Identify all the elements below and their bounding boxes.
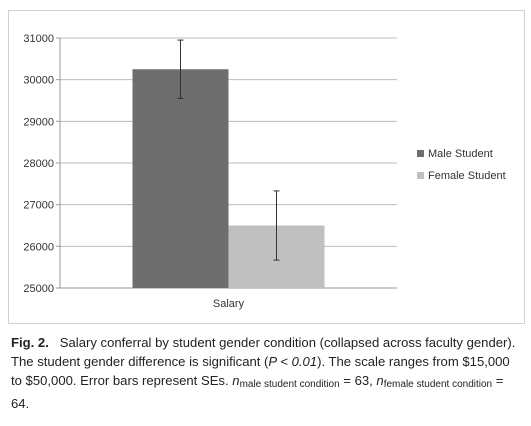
y-tick-label: 25000: [23, 283, 54, 295]
n-symbol-male: n: [232, 373, 240, 388]
legend-swatch: [417, 172, 424, 179]
n-female-subscript: female student condition: [383, 379, 493, 390]
y-tick-label: 27000: [23, 200, 54, 212]
legend-swatch: [417, 150, 424, 157]
y-tick-label: 30000: [23, 75, 54, 87]
bar-chart: 25000 26000 27000 28000 29000 30000 31000 Salar…: [23, 33, 506, 310]
chart-frame: 25000 26000 27000 28000 29000 30000 31000 Salar…: [8, 10, 525, 324]
y-tick-label: 26000: [23, 241, 54, 253]
legend-label: Male Student: [428, 148, 493, 160]
x-category-label: Salary: [213, 298, 245, 310]
n-male-subscript: male student condition: [239, 379, 340, 390]
y-tick-label: 28000: [23, 158, 54, 170]
y-tick-label: 29000: [23, 116, 54, 128]
caption-stat: P < 0.01: [268, 354, 318, 369]
caption-label: Fig. 2.: [11, 335, 49, 350]
y-tick-label: 31000: [23, 33, 54, 45]
caption-text-2: ). The scale ranges from $15,000 to $50,…: [11, 354, 510, 388]
n-symbol-female: n: [376, 373, 384, 388]
legend-label: Female Student: [428, 170, 506, 182]
figure-caption: Fig. 2. Salary conferral by student gend…: [11, 333, 523, 413]
n-male-value: = 63,: [343, 373, 373, 388]
caption-text: Salary conferral by student gender condi…: [11, 335, 516, 369]
bar-male-student: [132, 69, 229, 288]
n-female-value: = 64.: [11, 373, 504, 411]
